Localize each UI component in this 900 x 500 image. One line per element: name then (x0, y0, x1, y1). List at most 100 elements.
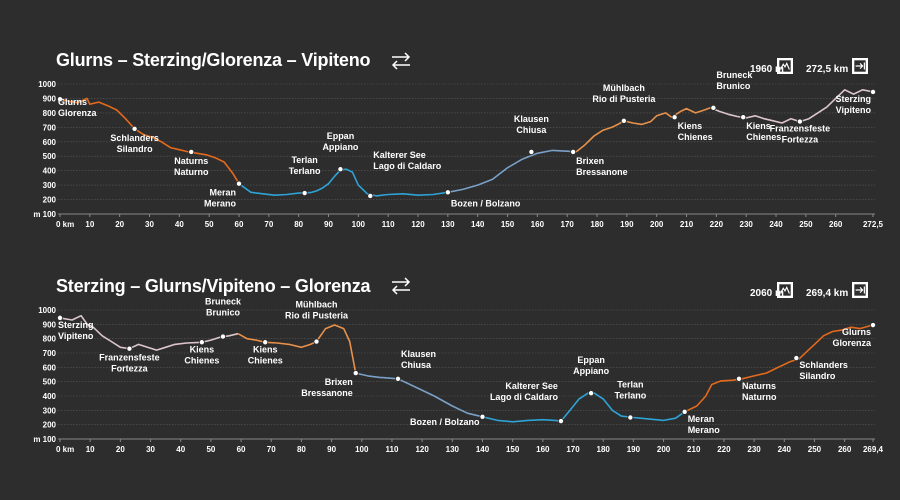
location-point[interactable] (57, 96, 64, 103)
x-tick-label: 150 (506, 445, 520, 454)
x-tick-label: 170 (566, 445, 580, 454)
location-point[interactable] (262, 339, 269, 346)
location-point[interactable] (528, 148, 535, 155)
mountain-icon (777, 58, 793, 74)
x-tick-label: 130 (441, 220, 455, 229)
location-label: Naturno (742, 392, 777, 402)
elevation-profile-chart-2: Sterzing – Glurns/Vipiteno – Glorenza 20… (0, 250, 900, 500)
x-tick-label: 10 (86, 445, 95, 454)
location-label: Kiens (190, 344, 215, 354)
distance-arrow-icon (852, 282, 868, 298)
location-label: Naturno (174, 167, 209, 177)
location-label: Eppan (327, 131, 355, 141)
y-tick-label: 1000 (38, 80, 56, 89)
location-label: Appiano (322, 142, 358, 152)
location-point[interactable] (236, 180, 243, 187)
location-point[interactable] (793, 355, 800, 362)
location-point[interactable] (570, 148, 577, 155)
location-point[interactable] (620, 117, 627, 124)
y-tick-label: m 100 (33, 210, 56, 219)
location-label: Brunico (716, 81, 751, 91)
location-label: Meran (209, 188, 236, 198)
location-label: Terlan (291, 155, 317, 165)
x-tick-label: 260 (838, 445, 852, 454)
distance-value: 269,4 km (806, 288, 849, 299)
x-tick-label: 230 (740, 220, 754, 229)
location-point[interactable] (352, 370, 359, 377)
x-tick-label: 170 (561, 220, 575, 229)
location-label: Glorenza (832, 338, 872, 348)
chart-title: Glurns – Sterzing/Glorenza – Vipiteno (56, 50, 371, 70)
y-tick-label: m 100 (33, 435, 56, 444)
location-label: Chienes (746, 132, 781, 142)
y-tick-label: 700 (43, 349, 57, 358)
location-label: Glurns (58, 97, 87, 107)
location-label: Rio di Pusteria (285, 311, 349, 321)
location-point[interactable] (870, 88, 877, 95)
x-tick-label: 20 (115, 220, 124, 229)
location-point[interactable] (710, 104, 717, 111)
x-tick-label: 50 (205, 220, 214, 229)
x-tick-label: 140 (471, 220, 485, 229)
location-point[interactable] (444, 189, 451, 196)
swap-direction-icon[interactable] (390, 277, 412, 295)
x-tick-label: 210 (680, 220, 694, 229)
location-point[interactable] (740, 114, 747, 121)
location-label: Klausen (514, 114, 549, 124)
location-label: Merano (688, 425, 721, 435)
location-point[interactable] (131, 125, 138, 132)
x-tick-label: 30 (146, 445, 155, 454)
location-point[interactable] (870, 322, 877, 329)
location-label: Chienes (248, 355, 283, 365)
location-label: Chiusa (516, 125, 547, 135)
location-point[interactable] (588, 390, 595, 397)
y-tick-label: 800 (43, 335, 57, 344)
x-tick-label: 100 (352, 220, 366, 229)
series-line-1 (238, 168, 449, 197)
location-point[interactable] (188, 148, 195, 155)
location-point[interactable] (796, 118, 803, 125)
location-label: Kiens (678, 121, 703, 131)
y-tick-label: 400 (43, 392, 57, 401)
location-point[interactable] (57, 314, 64, 321)
y-tick-label: 500 (43, 152, 57, 161)
x-tick-label: 140 (476, 445, 490, 454)
location-point[interactable] (671, 114, 678, 121)
x-tick-label: 230 (747, 445, 761, 454)
location-point[interactable] (736, 375, 743, 382)
location-point[interactable] (557, 418, 564, 425)
location-point[interactable] (479, 413, 486, 420)
x-tick-label: 160 (536, 445, 550, 454)
distance-value: 272,5 km (806, 64, 849, 75)
x-tick-label: 190 (620, 220, 634, 229)
x-tick-label: 120 (411, 220, 425, 229)
y-tick-label: 600 (43, 138, 57, 147)
location-point[interactable] (627, 414, 634, 421)
location-label: Bozen / Bolzano (410, 417, 480, 427)
location-point[interactable] (394, 375, 401, 382)
y-tick-label: 700 (43, 123, 57, 132)
x-tick-label: 240 (769, 220, 783, 229)
location-label: Brixen (325, 377, 353, 387)
location-label: Rio di Pusteria (592, 94, 656, 104)
x-tick-label: 30 (145, 220, 154, 229)
location-point[interactable] (337, 166, 344, 173)
location-label: Kalterer See (505, 381, 558, 391)
location-label: Meran (688, 414, 715, 424)
location-label: Bruneck (716, 70, 753, 80)
x-tick-label: 200 (650, 220, 664, 229)
location-point[interactable] (367, 192, 374, 199)
y-tick-label: 300 (43, 181, 57, 190)
location-point[interactable] (301, 190, 308, 197)
series-line-0 (59, 314, 239, 351)
location-point[interactable] (681, 408, 688, 415)
x-tick-label: 80 (294, 220, 303, 229)
location-point[interactable] (126, 345, 133, 352)
location-point[interactable] (198, 339, 205, 346)
location-label: Chiusa (401, 360, 432, 370)
location-point[interactable] (219, 333, 226, 340)
swap-direction-icon[interactable] (390, 52, 412, 70)
location-point[interactable] (313, 338, 320, 345)
location-label: Appiano (573, 366, 609, 376)
series-line-1 (237, 324, 357, 374)
